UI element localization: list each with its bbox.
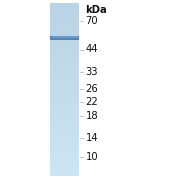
Text: 70: 70 (86, 16, 98, 26)
Text: 10: 10 (86, 152, 98, 162)
Bar (50, 36, 79, 40)
Text: 22: 22 (86, 97, 98, 107)
Text: 26: 26 (86, 84, 98, 94)
Bar (52, 36, 78, 38)
Text: 14: 14 (86, 133, 98, 143)
Text: 33: 33 (86, 67, 98, 77)
Text: 18: 18 (86, 111, 98, 121)
Text: kDa: kDa (86, 5, 107, 15)
Text: 44: 44 (86, 44, 98, 55)
